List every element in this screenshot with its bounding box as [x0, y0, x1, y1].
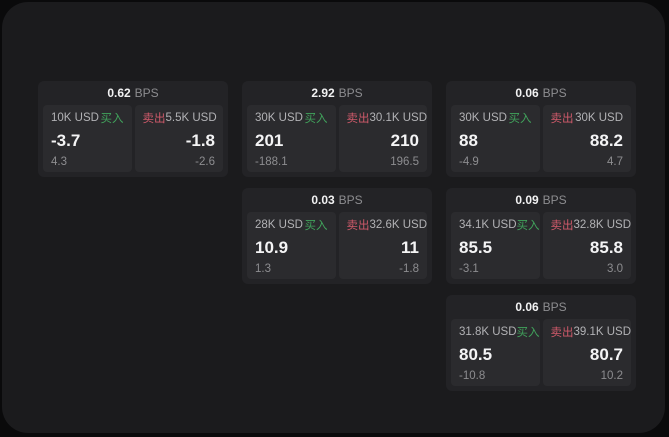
- buy-delta: -10.8: [459, 370, 486, 382]
- quote-card: 0.06 BPS 30K USD 买入 88 -4.9 卖出 30K USD: [446, 81, 636, 177]
- buy-delta: 1.3: [255, 263, 271, 275]
- sell-label: 卖出: [550, 327, 574, 339]
- spread-unit: BPS: [542, 86, 567, 100]
- spread-value: 0.09: [515, 193, 539, 207]
- spread-unit: BPS: [542, 193, 567, 207]
- spread-value: 2.92: [311, 86, 335, 100]
- buy-label: 买入: [516, 327, 540, 339]
- sell-size: 32.6K USD: [369, 219, 428, 231]
- buy-label: 买入: [508, 113, 532, 125]
- spread-unit: BPS: [542, 300, 567, 314]
- sell-panel[interactable]: 卖出 30.1K USD 210 196.5: [338, 105, 428, 172]
- buy-delta: 4.3: [51, 156, 67, 168]
- spread-header: 0.06 BPS: [446, 81, 636, 105]
- spread-value: 0.06: [515, 86, 539, 100]
- sell-label: 卖出: [142, 113, 166, 125]
- sell-price: 88.2: [589, 130, 623, 150]
- sell-delta: 10.2: [600, 370, 623, 382]
- quote-card: 2.92 BPS 30K USD 买入 201 -188.1 卖出 30.1K …: [242, 81, 432, 177]
- sell-label: 卖出: [346, 113, 370, 125]
- spread-value: 0.03: [311, 193, 335, 207]
- spread-unit: BPS: [338, 86, 363, 100]
- sell-panel[interactable]: 卖出 32.8K USD 85.8 3.0: [542, 212, 632, 279]
- buy-size: 30K USD: [255, 112, 303, 124]
- buy-size: 34.1K USD: [459, 219, 517, 231]
- buy-label: 买入: [304, 113, 328, 125]
- sell-price: 210: [390, 130, 419, 150]
- quote-panels: 28K USD 买入 10.9 1.3 卖出 32.6K USD 11 -1.8: [242, 212, 432, 284]
- buy-delta: -188.1: [255, 156, 288, 168]
- sell-price: -1.8: [185, 130, 215, 150]
- sell-delta: 196.5: [390, 156, 419, 168]
- buy-delta: -3.1: [459, 263, 479, 275]
- spread-unit: BPS: [338, 193, 363, 207]
- sell-price: 85.8: [589, 237, 623, 257]
- quote-panels: 10K USD 买入 -3.7 4.3 卖出 5.5K USD -1.8 -2.…: [38, 105, 228, 177]
- buy-price: 10.9: [255, 237, 289, 257]
- spread-header: 0.03 BPS: [242, 188, 432, 212]
- quote-card: 0.62 BPS 10K USD 买入 -3.7 4.3 卖出 5.5K USD: [38, 81, 228, 177]
- sell-panel[interactable]: 卖出 5.5K USD -1.8 -2.6: [134, 105, 223, 172]
- buy-size: 10K USD: [51, 112, 99, 124]
- buy-price: 88: [459, 130, 478, 150]
- buy-panel[interactable]: 30K USD 买入 88 -4.9: [451, 105, 540, 172]
- quote-panels: 30K USD 买入 88 -4.9 卖出 30K USD 88.2 4.7: [446, 105, 636, 177]
- sell-size: 39.1K USD: [573, 326, 632, 338]
- spread-header: 2.92 BPS: [242, 81, 432, 105]
- sell-delta: 4.7: [607, 156, 623, 168]
- spread-unit: BPS: [134, 86, 159, 100]
- quote-panels: 31.8K USD 买入 80.5 -10.8 卖出 39.1K USD 80.…: [446, 319, 636, 391]
- sell-delta: -1.8: [399, 263, 419, 275]
- sell-label: 卖出: [550, 113, 574, 125]
- sell-panel[interactable]: 卖出 30K USD 88.2 4.7: [542, 105, 631, 172]
- quote-card-grid: 0.62 BPS 10K USD 买入 -3.7 4.3 卖出 5.5K USD: [38, 81, 636, 391]
- buy-panel[interactable]: 31.8K USD 买入 80.5 -10.8: [451, 319, 540, 386]
- sell-size: 32.8K USD: [573, 219, 632, 231]
- buy-label: 买入: [100, 113, 124, 125]
- buy-panel[interactable]: 34.1K USD 买入 85.5 -3.1: [451, 212, 540, 279]
- buy-price: 80.5: [459, 344, 493, 364]
- spread-header: 0.62 BPS: [38, 81, 228, 105]
- sell-price: 80.7: [589, 344, 623, 364]
- spread-value: 0.62: [107, 86, 131, 100]
- buy-price: 201: [255, 130, 284, 150]
- sell-size: 30.1K USD: [369, 112, 428, 124]
- sell-panel[interactable]: 卖出 39.1K USD 80.7 10.2: [542, 319, 632, 386]
- sell-delta: 3.0: [607, 263, 623, 275]
- sell-size: 30K USD: [575, 112, 623, 124]
- buy-panel[interactable]: 28K USD 买入 10.9 1.3: [247, 212, 336, 279]
- sell-panel[interactable]: 卖出 32.6K USD 11 -1.8: [338, 212, 428, 279]
- buy-panel[interactable]: 10K USD 买入 -3.7 4.3: [43, 105, 132, 172]
- buy-label: 买入: [516, 220, 540, 232]
- spread-value: 0.06: [515, 300, 539, 314]
- quote-panels: 30K USD 买入 201 -188.1 卖出 30.1K USD 210 1…: [242, 105, 432, 177]
- buy-size: 28K USD: [255, 219, 303, 231]
- sell-size: 5.5K USD: [165, 112, 217, 124]
- sell-price: 11: [401, 237, 419, 257]
- quote-card: 0.03 BPS 28K USD 买入 10.9 1.3 卖出 32.6K US…: [242, 188, 432, 284]
- sell-label: 卖出: [550, 220, 574, 232]
- buy-delta: -4.9: [459, 156, 479, 168]
- buy-price: -3.7: [51, 130, 81, 150]
- buy-size: 30K USD: [459, 112, 507, 124]
- buy-panel[interactable]: 30K USD 买入 201 -188.1: [247, 105, 336, 172]
- sell-label: 卖出: [346, 220, 370, 232]
- spread-header: 0.06 BPS: [446, 295, 636, 319]
- quote-card: 0.09 BPS 34.1K USD 买入 85.5 -3.1 卖出 32.8K…: [446, 188, 636, 284]
- sell-delta: -2.6: [195, 156, 215, 168]
- quote-card: 0.06 BPS 31.8K USD 买入 80.5 -10.8 卖出 39.1…: [446, 295, 636, 391]
- quote-panels: 34.1K USD 买入 85.5 -3.1 卖出 32.8K USD 85.8…: [446, 212, 636, 284]
- quote-board-page: 0.62 BPS 10K USD 买入 -3.7 4.3 卖出 5.5K USD: [2, 2, 665, 433]
- buy-size: 31.8K USD: [459, 326, 517, 338]
- spread-header: 0.09 BPS: [446, 188, 636, 212]
- buy-price: 85.5: [459, 237, 493, 257]
- buy-label: 买入: [304, 220, 328, 232]
